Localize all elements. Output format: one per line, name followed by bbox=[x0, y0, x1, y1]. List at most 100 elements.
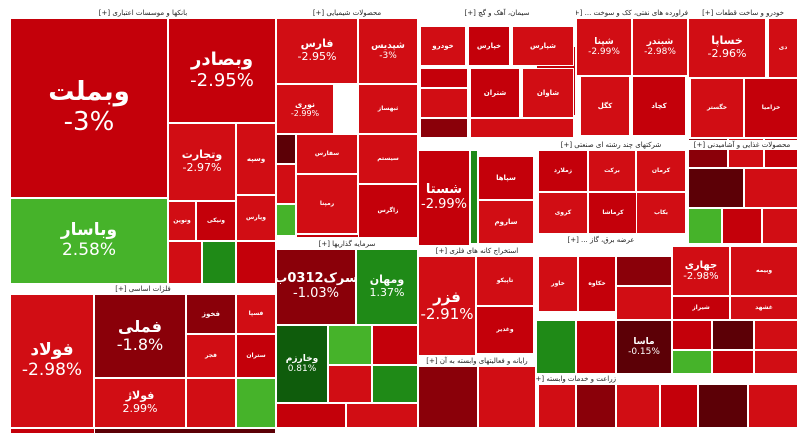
stock-tile[interactable]: سرک0312ب-1.03% bbox=[276, 249, 356, 325]
stock-tile[interactable]: کرمان bbox=[636, 150, 686, 192]
sector-label[interactable]: محصولات غذایی و آشامیدنی [+] bbox=[686, 140, 798, 150]
stock-tile[interactable]: وبملت -3% bbox=[10, 18, 168, 198]
stock-tile[interactable]: خودرو bbox=[420, 26, 466, 66]
sector-label[interactable]: استخراج کانه های فلزی [+] bbox=[418, 246, 536, 256]
stock-symbol: خاور bbox=[551, 279, 565, 287]
stock-symbol: وپارس bbox=[246, 213, 266, 221]
stock-tile[interactable]: ماسا -0.15% bbox=[616, 320, 672, 374]
treemap-filler-cell bbox=[470, 150, 478, 244]
stock-tile[interactable]: وتجارت -2.97% bbox=[168, 123, 236, 201]
stock-tile[interactable]: زملارد bbox=[538, 150, 588, 192]
stock-tile[interactable]: خپارس bbox=[468, 26, 510, 66]
stock-tile[interactable]: غشهد bbox=[730, 296, 798, 320]
sector-label[interactable]: محصولات شیمیایی [+] bbox=[276, 8, 418, 18]
stock-tile[interactable]: کگل bbox=[580, 76, 630, 136]
stock-symbol: وباسار bbox=[60, 220, 118, 241]
sector-label[interactable]: زراعت و خدمات وابسته [+] bbox=[536, 374, 616, 384]
stock-tile[interactable]: فارس -2.95% bbox=[276, 18, 358, 84]
treemap-filler-cell bbox=[186, 378, 236, 428]
stock-tile[interactable]: خساپا -2.96% bbox=[688, 18, 766, 78]
stock-symbol: فملی bbox=[118, 316, 162, 336]
stock-tile[interactable]: ونوین bbox=[168, 201, 196, 241]
sector-label[interactable]: فراورده های نفتی، کک و سوخت ... [+] bbox=[576, 8, 688, 18]
treemap-filler-cell bbox=[722, 208, 762, 244]
stock-tile[interactable]: شیراز bbox=[672, 296, 730, 320]
stock-tile[interactable]: دی bbox=[768, 18, 798, 78]
treemap-filler-cell bbox=[576, 320, 616, 374]
stock-tile[interactable]: شبندر -2.98% bbox=[632, 18, 688, 76]
treemap-filler-cell bbox=[744, 168, 798, 208]
stock-tile[interactable]: فخوز bbox=[186, 294, 236, 334]
stock-tile[interactable]: ثبهساز bbox=[358, 84, 418, 134]
stock-tile[interactable]: زاگرس bbox=[358, 184, 418, 238]
treemap-filler-cell bbox=[168, 241, 202, 284]
stock-change: 2.99% bbox=[122, 402, 158, 415]
stock-tile[interactable]: وخارزم 0.81% bbox=[276, 325, 328, 403]
stock-tile[interactable]: ستران bbox=[236, 334, 276, 378]
stock-tile[interactable]: فولاد -2.98% bbox=[10, 294, 94, 428]
stock-tile[interactable]: شپدیس -3% bbox=[358, 18, 418, 84]
stock-tile[interactable]: سپاها bbox=[478, 156, 534, 200]
stock-symbol: سیستم bbox=[377, 154, 399, 162]
treemap-filler-cell bbox=[576, 384, 616, 428]
stock-tile[interactable]: بکاب bbox=[636, 192, 686, 234]
stock-tile[interactable]: جهاری -2.98% bbox=[672, 246, 730, 296]
stock-symbol: سپاها bbox=[496, 173, 516, 182]
stock-tile[interactable]: سفارس bbox=[296, 134, 358, 174]
stock-tile[interactable]: ونیکی bbox=[196, 201, 236, 241]
stock-tile[interactable]: کرماشا bbox=[588, 192, 638, 234]
sector-label[interactable]: عرضه برق، گاز ... [+] bbox=[536, 235, 666, 245]
sector-label[interactable]: فلزات اساسی [+] bbox=[10, 284, 276, 294]
stock-tile[interactable]: فزر -2.91% bbox=[418, 256, 476, 356]
treemap-filler-cell bbox=[202, 241, 236, 284]
stock-tile[interactable]: فولاژ 2.99% bbox=[94, 378, 186, 428]
stock-tile[interactable]: وپارس bbox=[236, 195, 276, 241]
stock-tile[interactable]: وباسار 2.58% bbox=[10, 198, 168, 284]
stock-symbol: شپنا bbox=[594, 36, 614, 47]
treemap-filler-cell bbox=[418, 366, 478, 428]
stock-symbol: شبندر bbox=[646, 36, 674, 47]
stock-symbol: شتران bbox=[483, 88, 507, 97]
sector-label[interactable]: سرمایه گذاریها [+] bbox=[276, 239, 418, 249]
stock-tile[interactable]: فملی -1.8% bbox=[94, 294, 186, 378]
stock-tile[interactable]: رمپنا bbox=[296, 174, 358, 234]
stock-tile[interactable]: برکت bbox=[588, 150, 636, 192]
stock-symbol: برکت bbox=[604, 166, 620, 174]
sector-label[interactable]: سیمان، آهک و گچ [+] bbox=[418, 8, 576, 18]
stock-tile[interactable]: شاوان bbox=[522, 68, 574, 118]
stock-symbol: کرمان bbox=[651, 166, 671, 174]
stock-tile[interactable]: وبصادر -2.95% bbox=[168, 18, 276, 123]
stock-symbol: وغدیر bbox=[496, 325, 514, 333]
stock-tile[interactable]: تاپیکو bbox=[476, 256, 534, 306]
stock-tile[interactable]: فجر bbox=[186, 334, 236, 378]
stock-change: -3% bbox=[379, 51, 397, 61]
sector-label[interactable]: خودرو و ساخت قطعات [+] bbox=[688, 8, 798, 18]
stock-tile[interactable]: کچاد bbox=[632, 76, 686, 136]
stock-tile[interactable]: ومهان 1.37% bbox=[356, 249, 418, 325]
sector-label[interactable]: رایانه و فعالیتهای وابسته به آن [+] bbox=[418, 356, 536, 366]
stock-tile[interactable]: سیستم bbox=[358, 134, 418, 184]
stock-symbol: ومهان bbox=[369, 273, 405, 287]
stock-tile[interactable]: خاور bbox=[538, 256, 578, 312]
stock-tile[interactable]: خزامیا bbox=[744, 78, 798, 138]
stock-tile[interactable]: کروی bbox=[538, 192, 588, 234]
stock-tile[interactable]: فسپا bbox=[236, 294, 276, 334]
stock-tile[interactable]: ساروم bbox=[478, 200, 534, 244]
sector-label[interactable]: بانکها و موسسات اعتباری [+] bbox=[10, 8, 276, 18]
stock-tile[interactable]: وغدیر bbox=[476, 306, 534, 354]
stock-tile[interactable]: خگستر bbox=[690, 78, 744, 138]
stock-change: -2.96% bbox=[707, 47, 747, 60]
sector-label[interactable]: شرکتهای چند رشته ای صنعتی [+] bbox=[536, 140, 686, 150]
stock-tile[interactable]: شپنا -2.99% bbox=[576, 18, 632, 76]
stock-tile[interactable]: وبیمه bbox=[730, 246, 798, 296]
stock-tile[interactable]: خکاوه bbox=[578, 256, 616, 312]
stock-tile[interactable]: وسپه bbox=[236, 123, 276, 195]
stock-change: -2.91% bbox=[420, 305, 474, 323]
stock-symbol: خودرو bbox=[432, 41, 454, 50]
stock-tile[interactable]: شپارس bbox=[512, 26, 574, 66]
stock-tile[interactable]: شستا -2.99% bbox=[418, 150, 470, 246]
stock-tile[interactable]: نوری -2.99% bbox=[276, 84, 334, 134]
stock-change: 0.81% bbox=[287, 364, 317, 374]
stock-tile[interactable]: شتران bbox=[470, 68, 520, 118]
